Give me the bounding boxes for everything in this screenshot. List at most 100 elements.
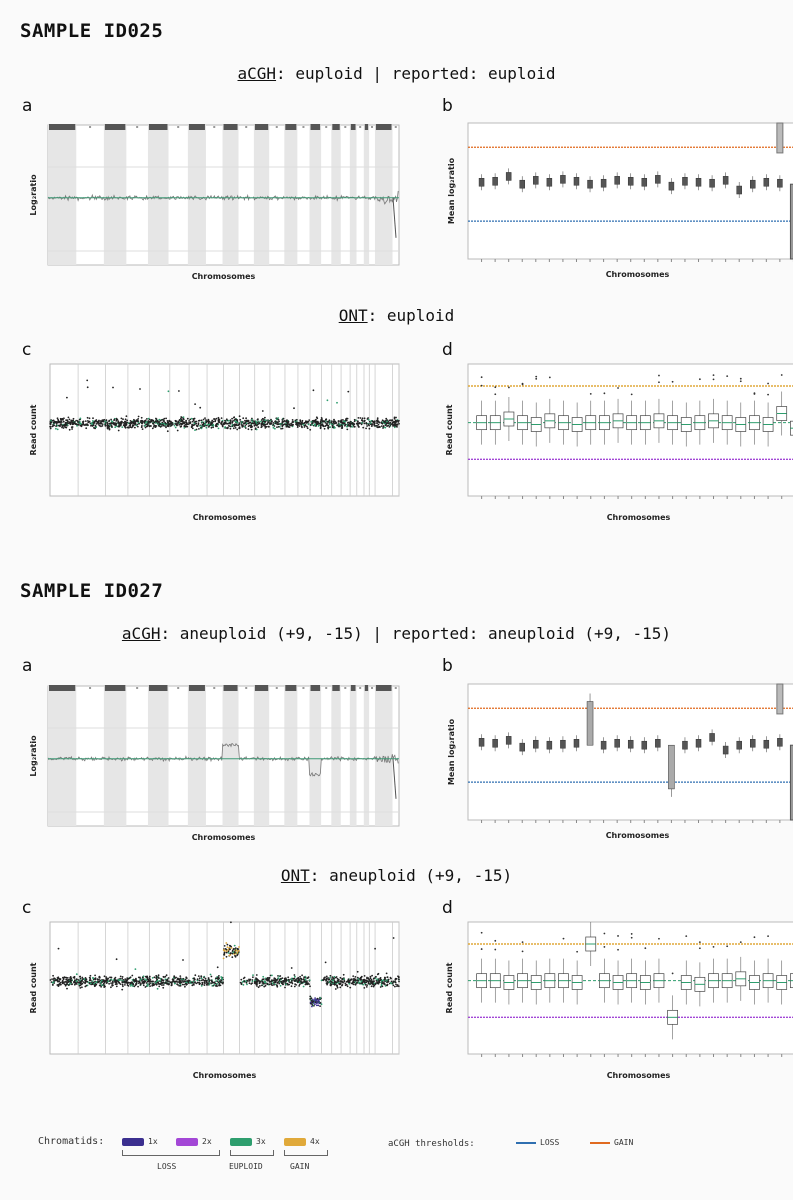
- box: [546, 178, 553, 187]
- chromosome-header: [344, 687, 347, 689]
- outlier: [698, 941, 701, 944]
- chromosome-header: [49, 124, 76, 130]
- chromosome-header: [325, 687, 328, 689]
- chromosome-band: [284, 125, 298, 265]
- chromosome-header: [254, 685, 269, 691]
- chromosome-band: [331, 125, 341, 265]
- panel-letter-a: a: [22, 656, 33, 676]
- box: [750, 739, 756, 748]
- acgh-value: euploid: [295, 64, 363, 83]
- box: [573, 739, 580, 748]
- panel-letter-d: d: [442, 898, 453, 918]
- box: [600, 178, 607, 188]
- chromosome-header: [364, 685, 369, 691]
- chromosome-header: [310, 124, 321, 130]
- outlier: [603, 946, 606, 948]
- outlier: [712, 374, 715, 377]
- chromosome-band: [187, 125, 206, 265]
- outlier: [712, 378, 715, 381]
- chromosome-header: [104, 685, 126, 691]
- x-axis-label: Chromosomes: [606, 270, 670, 279]
- panel-letter-b: b: [442, 656, 453, 676]
- chromosome-header: [375, 124, 392, 130]
- y-axis-label: Log₂ratio: [29, 735, 38, 777]
- legend-swatch-4x: [284, 1138, 306, 1146]
- outlier: [494, 939, 497, 942]
- chromosome-header: [394, 687, 397, 689]
- chromosome-header: [285, 685, 297, 691]
- panel-letter-a: a: [22, 96, 33, 116]
- outlier: [508, 386, 510, 389]
- outlier: [535, 375, 538, 378]
- box: [709, 178, 715, 188]
- chromosome-header: [344, 126, 347, 128]
- outlier: [480, 931, 483, 934]
- chromosome-header: [394, 126, 397, 128]
- separator: :: [160, 624, 171, 643]
- chromosome-header: [213, 126, 216, 128]
- outlier: [712, 945, 715, 948]
- outlier: [726, 375, 729, 378]
- box: [777, 178, 783, 188]
- box: [627, 177, 634, 186]
- separator: :: [367, 306, 378, 325]
- outlier: [521, 950, 524, 953]
- separator: :: [309, 866, 320, 885]
- outlier: [630, 393, 633, 396]
- outlier: [739, 377, 742, 380]
- x-axis-label: Chromosomes: [192, 833, 256, 842]
- ont-label: ONT: [280, 866, 310, 885]
- chromosome-band: [48, 686, 77, 826]
- chromosome-header: [302, 126, 305, 128]
- chromosome-header: [223, 124, 238, 130]
- outlier: [753, 936, 756, 939]
- legend: Chromatids: 1x 2x 3x 4x LOSS EUPLOID GAI…: [0, 1128, 793, 1188]
- chromosome-header: [332, 124, 340, 130]
- box: [763, 178, 770, 187]
- chromosome-header: [49, 685, 76, 691]
- chromosome-band: [331, 686, 341, 826]
- chromosome-header: [177, 126, 180, 128]
- chart-panel: Chromosomes Mean log₂ratio: [438, 115, 793, 287]
- box: [560, 739, 566, 749]
- acgh-label: aCGH: [121, 624, 161, 643]
- chromosome-band: [48, 125, 77, 265]
- ont-value: euploid: [386, 306, 455, 325]
- chart-svg: Chromosomes Read count: [29, 921, 400, 1080]
- chromosome-band: [103, 686, 127, 826]
- box: [722, 176, 729, 185]
- outlier: [753, 393, 756, 395]
- chromosome-header: [375, 685, 392, 691]
- box: [478, 738, 485, 747]
- group-loss: LOSS: [157, 1162, 177, 1171]
- chromosome-header: [89, 687, 92, 689]
- chromosome-band: [363, 125, 370, 265]
- chart-svg: Chromosomes Mean log₂ratio: [447, 122, 793, 279]
- chromosome-band: [253, 125, 270, 265]
- points: [49, 921, 400, 1008]
- box: [668, 181, 675, 191]
- chromosome-header: [275, 687, 278, 689]
- box: [668, 744, 675, 790]
- euploid-brace: [230, 1150, 274, 1156]
- plot-area: [467, 122, 793, 260]
- outlier: [780, 374, 783, 376]
- legend-text-2x: 2x: [202, 1137, 212, 1146]
- acgh-result-line: aCGH: euploid | reported: euploid: [0, 64, 793, 83]
- outlier: [521, 941, 524, 944]
- chromosome-header: [177, 687, 180, 689]
- chromosome-header: [213, 687, 216, 689]
- points: [49, 379, 400, 433]
- separator: :: [468, 64, 479, 83]
- outlier: [630, 936, 633, 939]
- y-axis-label: Read count: [29, 404, 38, 455]
- box: [533, 176, 539, 185]
- legend-line-gain: [590, 1142, 610, 1144]
- x-axis-label: Chromosomes: [606, 831, 670, 840]
- outlier: [494, 386, 497, 389]
- chart-svg: Chromosomes Read count: [29, 363, 400, 522]
- chromosome-header: [359, 126, 362, 128]
- box: [492, 739, 498, 748]
- y-axis-label: Read count: [445, 962, 454, 1013]
- box: [519, 742, 525, 752]
